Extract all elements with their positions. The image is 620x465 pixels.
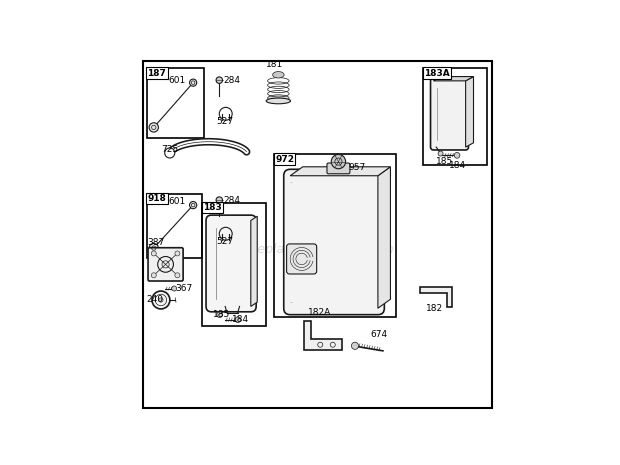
Circle shape	[190, 201, 197, 209]
Bar	[203, 203, 266, 326]
Text: 957: 957	[348, 163, 366, 172]
Text: 725: 725	[161, 145, 178, 154]
Circle shape	[149, 123, 159, 132]
Polygon shape	[466, 77, 474, 147]
Text: 527: 527	[216, 117, 233, 126]
Bar	[433, 81, 466, 147]
Bar	[146, 68, 204, 138]
Circle shape	[175, 273, 180, 278]
Circle shape	[216, 197, 223, 203]
Polygon shape	[420, 287, 452, 307]
Text: 972: 972	[275, 155, 294, 164]
Circle shape	[235, 317, 241, 323]
Circle shape	[217, 312, 223, 318]
Polygon shape	[251, 216, 257, 306]
Circle shape	[151, 251, 156, 256]
Polygon shape	[304, 321, 342, 350]
Circle shape	[216, 77, 223, 83]
Polygon shape	[290, 167, 391, 176]
Circle shape	[149, 243, 159, 253]
Circle shape	[152, 291, 170, 309]
Text: 182A: 182A	[308, 308, 331, 317]
Text: 187: 187	[148, 69, 166, 78]
Circle shape	[438, 151, 443, 156]
FancyBboxPatch shape	[430, 78, 469, 150]
Text: 387: 387	[148, 239, 165, 247]
Circle shape	[454, 153, 460, 158]
Circle shape	[190, 79, 197, 86]
Text: 284: 284	[223, 76, 240, 85]
Text: eReplacementParts.com: eReplacementParts.com	[241, 243, 394, 256]
FancyBboxPatch shape	[148, 248, 183, 281]
Ellipse shape	[273, 72, 284, 78]
Text: 185: 185	[436, 157, 453, 166]
Text: 183A: 183A	[424, 69, 450, 78]
Circle shape	[151, 273, 156, 278]
Text: 601: 601	[168, 76, 185, 85]
Circle shape	[172, 286, 177, 291]
Circle shape	[331, 154, 345, 169]
Circle shape	[352, 342, 358, 349]
FancyBboxPatch shape	[206, 215, 256, 312]
Text: 601: 601	[168, 197, 185, 206]
Bar	[274, 154, 396, 317]
Text: 185: 185	[213, 310, 230, 319]
Text: 674: 674	[371, 330, 388, 339]
FancyBboxPatch shape	[327, 163, 350, 174]
Bar	[146, 193, 202, 258]
Circle shape	[159, 298, 163, 302]
Text: 181: 181	[266, 60, 283, 69]
Circle shape	[175, 251, 180, 256]
Text: 184: 184	[231, 315, 249, 324]
FancyBboxPatch shape	[286, 244, 317, 274]
Bar	[423, 68, 487, 165]
Text: 182: 182	[426, 304, 443, 312]
Polygon shape	[433, 77, 474, 81]
Text: 284: 284	[223, 196, 240, 205]
Ellipse shape	[266, 98, 291, 104]
Text: 240: 240	[146, 295, 164, 305]
Text: 918: 918	[148, 194, 166, 203]
FancyBboxPatch shape	[284, 169, 384, 315]
Text: 183: 183	[203, 203, 222, 212]
Text: 527: 527	[216, 237, 233, 246]
Circle shape	[165, 148, 175, 158]
Polygon shape	[378, 167, 391, 308]
Ellipse shape	[268, 95, 289, 101]
Text: 184: 184	[449, 161, 466, 170]
Text: 367: 367	[175, 284, 193, 293]
